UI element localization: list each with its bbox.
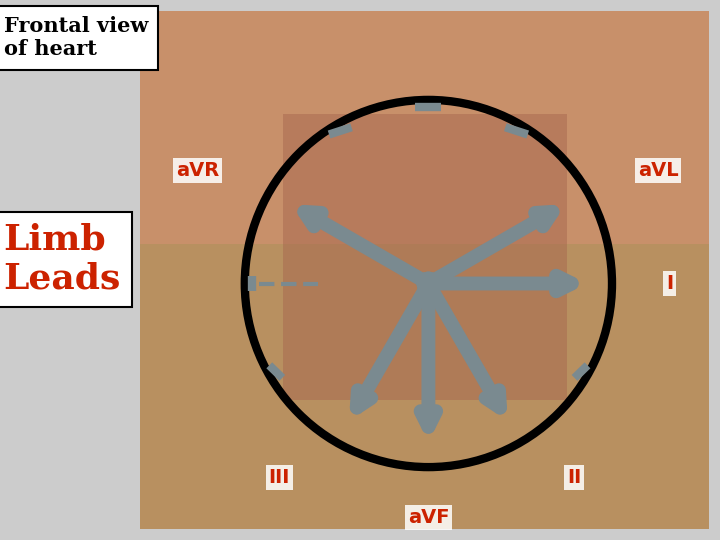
Text: III: III — [269, 468, 289, 487]
Text: aVF: aVF — [408, 508, 449, 526]
Text: Frontal view
of heart: Frontal view of heart — [4, 16, 148, 59]
Bar — [140, 11, 709, 529]
Bar — [140, 11, 709, 244]
Text: I: I — [666, 274, 673, 293]
Bar — [283, 114, 567, 400]
Text: aVL: aVL — [638, 160, 678, 180]
Text: aVR: aVR — [176, 160, 219, 180]
Text: Limb
Leads: Limb Leads — [4, 222, 121, 296]
Text: II: II — [567, 468, 581, 487]
